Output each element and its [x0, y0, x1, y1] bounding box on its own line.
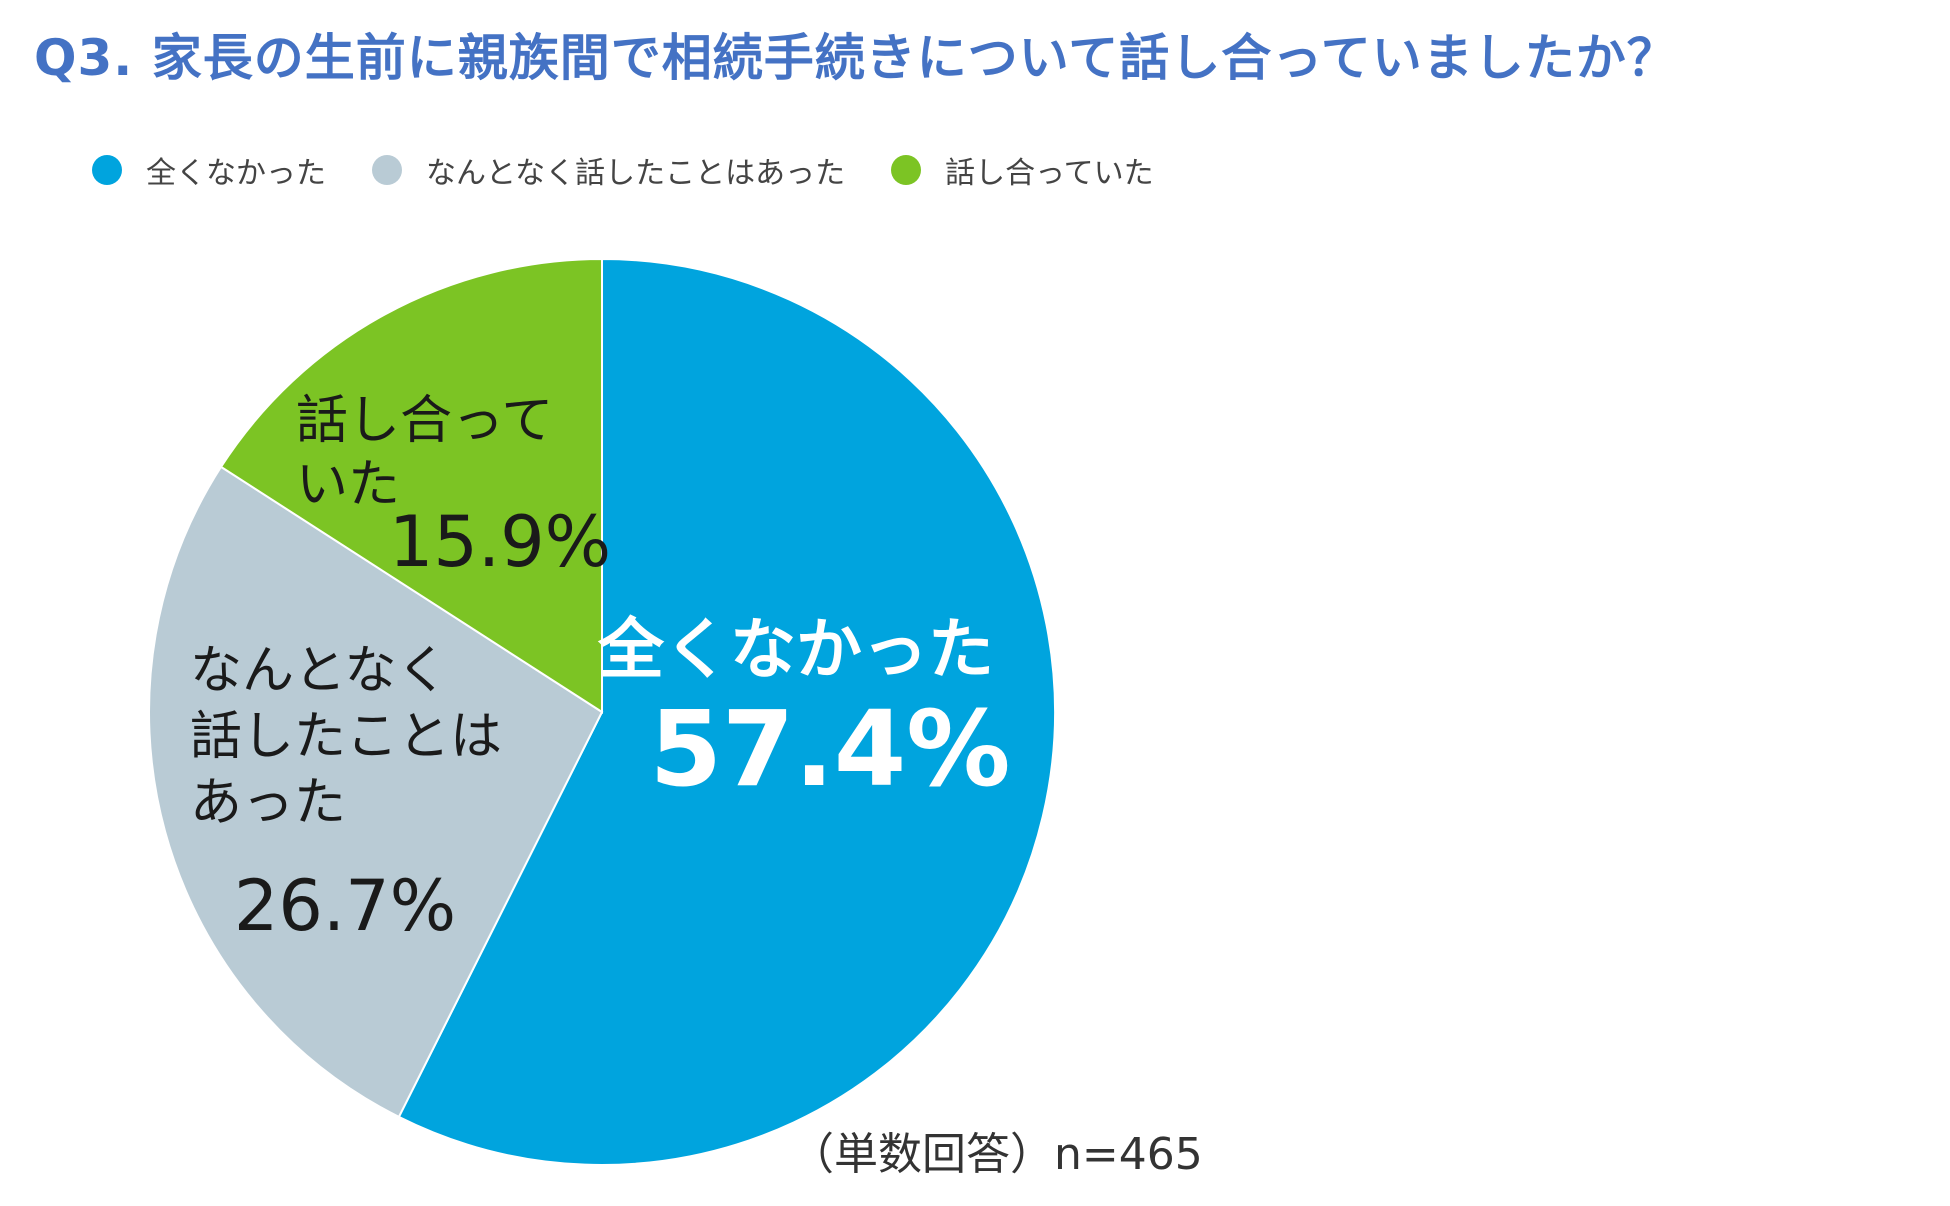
legend-marker-discussed: [891, 155, 922, 185]
legend-label-none: 全くなかった: [146, 156, 326, 191]
chart-title: Q3. 家長の生前に親族間で相続手続きについて話し合っていましたか？: [34, 29, 1678, 87]
slice-label-discussed-line-2: いた: [296, 455, 400, 515]
pie-slice-somewhat: [148, 465, 604, 1119]
slice-label-somewhat-line-1: なんとなく: [190, 641, 448, 701]
slice-value-none: 57.4%: [650, 688, 1011, 810]
legend-marker-somewhat: [372, 155, 402, 185]
pie-slice-none: [397, 257, 1056, 1166]
legend-item-discussed: 話し合っていた: [891, 148, 1154, 192]
legend-marker-none: [92, 155, 122, 185]
legend-label-discussed: 話し合っていた: [945, 156, 1154, 191]
sample-size-note: （単数回答）n=465: [790, 1129, 1203, 1180]
legend-item-somewhat: なんとなく話したことはあった: [372, 148, 845, 192]
slice-label-somewhat-line-2: 話したことは: [190, 707, 502, 767]
slice-label-somewhat-line-3: あった: [190, 773, 346, 833]
slice-label-none-line-1: 全くなかった: [597, 611, 994, 688]
slice-label-discussed-line-1: 話し合って: [296, 391, 553, 451]
legend-label-somewhat: なんとなく話したことはあった: [426, 156, 846, 191]
slice-value-discussed: 15.9%: [389, 501, 611, 583]
slice-value-somewhat: 26.7%: [234, 865, 456, 947]
legend-item-none: 全くなかった: [92, 148, 326, 192]
pie-slice-discussed: [219, 257, 603, 714]
legend: 全くなかった なんとなく話したことはあった 話し合っていた: [92, 148, 1200, 192]
